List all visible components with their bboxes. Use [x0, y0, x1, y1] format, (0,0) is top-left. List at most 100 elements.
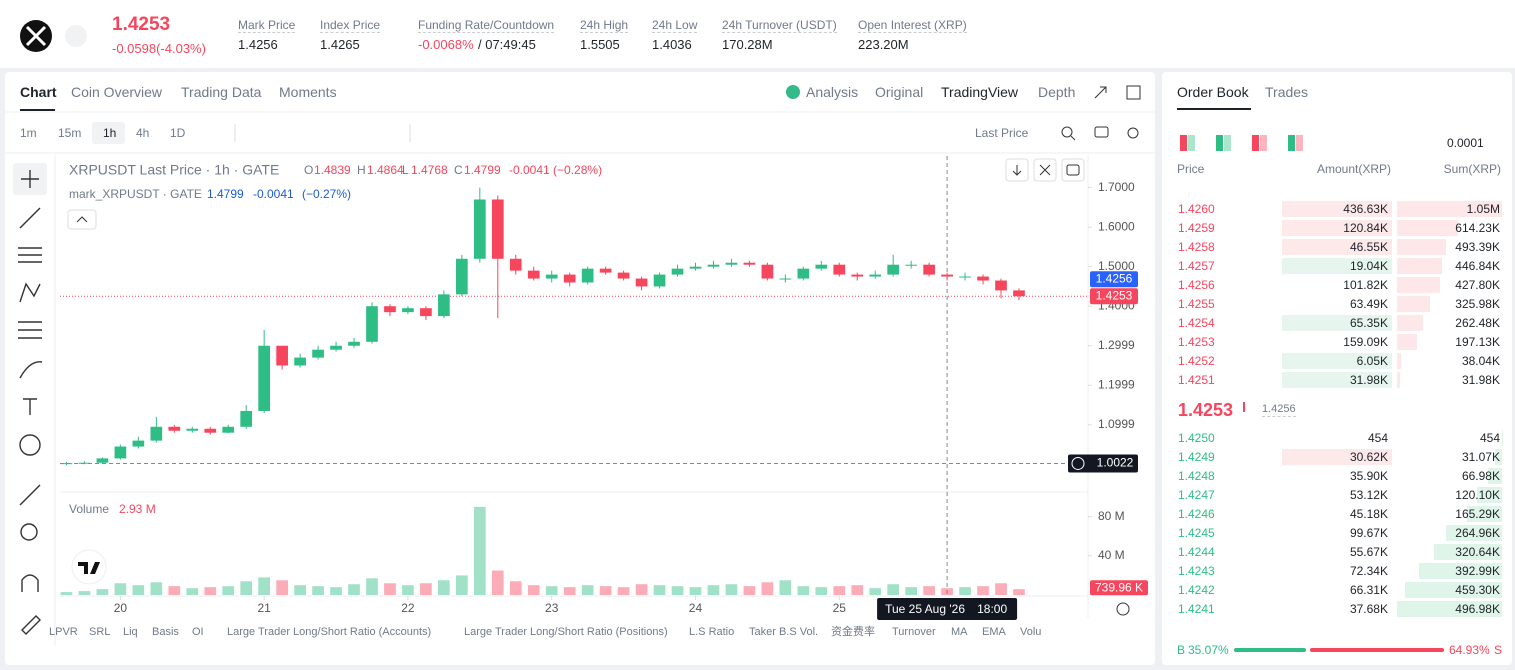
stat-label: Open Interest (XRP) [858, 18, 967, 33]
candle-body [402, 308, 414, 313]
candle-body [869, 274, 882, 277]
y-tick-label: 1.6000 [1098, 219, 1135, 233]
candle-body [671, 268, 684, 275]
view-tab[interactable]: Depth [1038, 84, 1076, 100]
volume-bar [725, 584, 738, 595]
book-tab[interactable]: Order Book [1177, 84, 1249, 100]
view-tab[interactable]: Analysis [806, 84, 859, 100]
stat-value: 1.4036 [652, 37, 692, 52]
candle-body [330, 345, 342, 350]
book-layout[interactable] [1224, 135, 1231, 151]
sell-bar [1310, 648, 1444, 652]
book-layout[interactable] [1188, 135, 1195, 151]
collapse-button[interactable] [67, 209, 97, 230]
volume-bar [563, 587, 576, 595]
amount-flash [1282, 315, 1392, 331]
legend-mark-pct: (−0.27%) [302, 187, 351, 201]
interval[interactable]: 1h [103, 126, 117, 140]
book-layout[interactable] [1260, 135, 1267, 151]
book-amount: 101.82K [1343, 278, 1388, 292]
indicator[interactable]: EMA [982, 626, 1006, 638]
volume-bar [581, 585, 594, 595]
indicator[interactable]: MA [951, 626, 968, 638]
interval[interactable]: 4h [136, 126, 150, 140]
interval[interactable]: 15m [58, 126, 82, 140]
book-sum: 1.05M [1466, 202, 1500, 216]
indicator[interactable]: Liq [123, 626, 138, 638]
indicator[interactable]: Volu [1020, 626, 1042, 638]
indicator[interactable]: Taker B.S Vol. [749, 626, 819, 638]
candle-body [815, 264, 828, 269]
indicator[interactable]: LPVR [49, 626, 78, 638]
candle-body [1013, 290, 1025, 297]
indicator[interactable]: 资金费率 [831, 626, 875, 638]
candle-body [635, 278, 648, 287]
view-tab[interactable]: TradingView [941, 84, 1019, 100]
book-layout[interactable] [1216, 135, 1223, 151]
chart-controls[interactable] [1005, 85, 1141, 616]
favorite[interactable] [65, 25, 87, 47]
book-sum: 454 [1479, 431, 1500, 445]
book-sum: 197.13K [1455, 335, 1500, 349]
stat-label: 24h Turnover (USDT) [722, 18, 837, 33]
book-layout[interactable] [1296, 135, 1303, 151]
y-tick-label: 1.0999 [1098, 417, 1135, 431]
book-layout[interactable] [1288, 135, 1295, 151]
depth-bar [1397, 334, 1417, 350]
drawing-tools[interactable] [13, 163, 47, 635]
candle-body [168, 426, 181, 431]
volume-bar [491, 570, 504, 595]
candle-body [653, 274, 666, 287]
precision[interactable]: 0.0001 [1447, 136, 1484, 150]
volume-bar [438, 580, 450, 595]
y-tick-label: 1.7000 [1098, 180, 1135, 194]
legend-mark: mark_XRPUSDT · GATE [69, 187, 202, 201]
book-price: 1.4245 [1178, 526, 1215, 540]
tab[interactable]: Coin Overview [71, 84, 163, 100]
book-sum: 427.80K [1455, 278, 1500, 292]
interval[interactable]: 1D [170, 126, 186, 140]
view-tab[interactable]: Original [875, 84, 924, 100]
tab[interactable]: Moments [279, 84, 337, 100]
candle-body [509, 258, 522, 271]
book-tab[interactable]: Trades [1265, 84, 1309, 100]
book-sum: 325.98K [1455, 297, 1500, 311]
book-price: 1.4251 [1178, 373, 1215, 387]
x-tick-label: 21 [257, 601, 271, 615]
volume-tag [1090, 580, 1148, 596]
candle-body [581, 268, 594, 283]
legend-value: 1.4799 [464, 163, 501, 177]
volume-bar [527, 585, 540, 595]
crosshair-date-tag [877, 598, 1018, 620]
volume-bar [384, 583, 396, 595]
indicator[interactable]: Turnover [892, 626, 936, 638]
price-source[interactable]: Last Price [975, 126, 1029, 140]
volume-bar [294, 585, 306, 595]
col-amount: Amount(XRP) [1316, 162, 1391, 176]
interval[interactable]: 1m [20, 126, 37, 140]
legend-value: 1.4864 [367, 163, 404, 177]
sell-pct: 64.93% [1449, 643, 1490, 657]
y-tick-label: 1.1999 [1098, 377, 1135, 391]
book-amount: 37.68K [1349, 602, 1388, 616]
book-layout[interactable] [1180, 135, 1187, 151]
indicator[interactable]: L.S Ratio [689, 626, 735, 638]
tab[interactable]: Trading Data [181, 84, 262, 100]
volume-bar [599, 586, 612, 595]
indicator[interactable]: Basis [152, 626, 179, 638]
book-layout[interactable] [1252, 135, 1259, 151]
indicator[interactable]: Large Trader Long/Short Ratio (Accounts) [227, 626, 432, 638]
indicator[interactable]: Large Trader Long/Short Ratio (Positions… [464, 626, 668, 638]
crosshair-tag [1068, 454, 1138, 473]
tab[interactable]: Chart [20, 84, 57, 100]
stat-value: / 07:49:45 [478, 37, 536, 52]
volume-bar [743, 586, 756, 595]
book-sum: 165.29K [1455, 507, 1500, 521]
volume-bar [887, 584, 900, 595]
legend-mark-change: -0.0041 [253, 187, 294, 201]
stat-value: 223.20M [858, 37, 909, 52]
indicator[interactable]: OI [192, 626, 204, 638]
candle-body [545, 274, 558, 279]
indicator[interactable]: SRL [89, 626, 111, 638]
